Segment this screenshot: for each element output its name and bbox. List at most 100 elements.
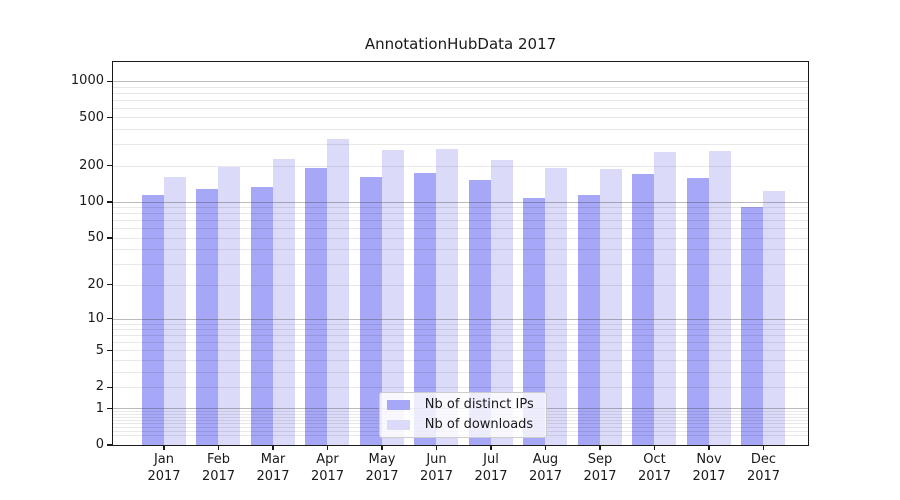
legend-item-distinct-ips: Nb of distinct IPs [380,395,546,415]
bar-downloads [163,176,186,445]
gridline-minor [112,329,808,331]
x-tick-label-line: Nov [696,452,722,467]
gridline-minor [112,228,808,230]
x-tick-label: Jun 2017 [407,452,467,485]
bar-distinct-ips [523,197,546,445]
y-tick-mark [107,117,112,119]
x-tick-label-line: Oct [643,452,666,467]
x-tick-label-line: 2017 [474,468,508,484]
plot-area: Nb of distinct IPs Nb of downloads [111,60,809,446]
gridline-minor [112,371,808,373]
bar-downloads [272,158,295,445]
x-tick-label-line: 2017 [365,468,399,484]
y-tick-label: 20 [87,276,104,292]
x-tick-label-line: 2017 [201,468,236,484]
bar-downloads [381,150,404,445]
x-tick-label-line: 2017 [528,468,563,484]
x-tick-label: Aug 2017 [516,452,576,485]
gridline-minor [112,213,808,215]
y-tick-mark [107,201,112,203]
x-tick-label-line: Apr [316,452,339,467]
gridline-minor [112,107,808,109]
x-tick-label: Sep 2017 [570,452,630,485]
bar-distinct-ips [741,206,764,445]
gridline-major [112,318,808,320]
y-tick-mark [107,237,112,239]
gridline-major [112,201,808,203]
bar-distinct-ips [359,177,382,445]
bar-downloads [708,150,731,445]
y-tick-label: 0 [95,437,104,452]
legend-swatch-distinct-ips-icon [386,399,410,410]
gridline-minor [112,342,808,344]
y-tick-label: 2 [95,379,104,395]
x-tick-mark [708,445,710,450]
legend-swatch-downloads-icon [386,419,410,430]
gridline-minor [112,207,808,209]
x-tick-mark [381,445,383,450]
x-tick-mark [326,445,329,450]
y-tick-label: 500 [79,109,104,125]
x-tick-mark [490,445,492,450]
y-tick-mark [107,444,112,446]
gridline-minor [112,350,808,352]
x-tick-label-line: Mar [260,452,286,467]
x-tick-mark [544,445,547,450]
x-tick-label-line: 2017 [256,468,290,484]
bar-distinct-ips [196,189,219,445]
bar-distinct-ips [141,195,164,445]
x-tick-label: May 2017 [352,452,412,485]
x-tick-label: Jul 2017 [461,452,521,485]
x-tick-label-line: 2017 [637,468,672,484]
gridline-minor [112,92,808,94]
x-tick-mark [653,445,656,450]
bar-downloads [599,169,622,445]
gridline-minor [112,237,808,239]
bar-downloads [327,138,350,445]
x-tick-label-line: Feb [206,452,231,467]
x-tick-mark [217,445,220,450]
x-tick-mark [272,445,274,450]
x-tick-label-line: 2017 [692,468,726,484]
y-tick-label: 200 [79,157,104,173]
x-tick-label-line: 2017 [419,468,454,484]
y-tick-label: 1 [95,400,104,416]
x-tick-label-line: 2017 [746,468,781,484]
x-tick-mark [762,445,765,450]
x-tick-label: Oct 2017 [625,452,685,485]
y-tick-label: 50 [87,229,104,245]
x-tick-label: Jan 2017 [134,452,194,485]
grid-layer [112,62,808,445]
bar-distinct-ips [632,174,655,445]
gridline-minor [112,335,808,337]
x-tick-label-line: Jul [483,452,499,467]
x-tick-label: Apr 2017 [298,452,358,485]
gridline-minor [112,86,808,88]
bar-downloads [436,148,459,445]
gridline-minor [112,117,808,119]
x-tick-label-line: May [368,452,396,467]
x-tick-label: Dec 2017 [734,452,794,485]
y-tick-mark [107,284,112,286]
gridline-minor [112,360,808,362]
legend-item-downloads: Nb of downloads [380,415,546,435]
bar-downloads [654,152,677,445]
gridline-minor [112,220,808,222]
x-tick-label-line: Jan [153,452,175,467]
bar-distinct-ips [686,178,709,445]
x-tick-label-line: 2017 [147,468,181,484]
bar-downloads [490,159,513,445]
x-tick-label: Mar 2017 [243,452,303,485]
bar-distinct-ips [468,179,491,445]
y-tick-mark [107,80,112,82]
bar-downloads [218,166,241,445]
y-tick-mark [107,318,112,320]
y-tick-label: 5 [95,342,104,358]
x-tick-label-line: Sep [587,452,613,467]
y-tick-mark [107,350,112,352]
y-tick-label: 100 [79,194,104,209]
gridline-minor [112,386,808,388]
gridline-minor [112,249,808,251]
y-tick-mark [107,386,112,388]
